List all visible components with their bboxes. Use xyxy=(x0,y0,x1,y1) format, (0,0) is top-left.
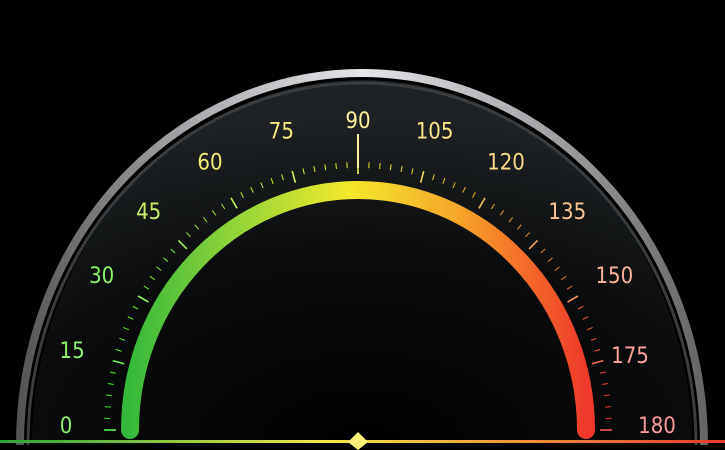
scale-labels: 0 15 30 45 60 75 90 105 120 135 150 175 180 xyxy=(59,109,675,439)
tick-mark xyxy=(490,203,495,210)
tick-mark xyxy=(389,164,392,171)
tick-mark xyxy=(554,266,560,271)
scale-label-105: 105 xyxy=(416,120,454,145)
tick-mark xyxy=(400,165,403,173)
tick-mark xyxy=(170,248,176,254)
tick-mark xyxy=(104,406,111,408)
base-diamond-marker xyxy=(348,432,368,450)
tick-mark xyxy=(156,266,162,271)
tick-mark xyxy=(230,197,238,209)
scale-label-45: 45 xyxy=(136,200,161,225)
tick-mark xyxy=(123,326,130,331)
tick-mark xyxy=(462,186,466,193)
tick-mark xyxy=(324,164,327,171)
tick-mark xyxy=(132,305,139,310)
tick-mark xyxy=(540,248,546,254)
tick-mark xyxy=(590,337,597,341)
tick-mark xyxy=(525,232,530,238)
dial-bezel-inner xyxy=(26,81,698,446)
tick-mark xyxy=(602,382,609,385)
tick-mark xyxy=(499,210,505,216)
tick-mark xyxy=(605,406,612,408)
tick-mark xyxy=(335,162,337,170)
tick-mark xyxy=(442,177,446,184)
speed-color-arc xyxy=(121,181,595,439)
tick-mark xyxy=(478,197,486,209)
tick-mark xyxy=(115,348,122,352)
tick-mark xyxy=(107,382,114,385)
tick-mark xyxy=(560,275,567,281)
tick-mark xyxy=(302,168,305,175)
scale-label-15: 15 xyxy=(59,339,84,364)
tick-mark xyxy=(260,182,264,189)
tick-mark xyxy=(582,316,589,320)
tick-mark xyxy=(547,257,553,262)
tick-mark xyxy=(109,371,116,374)
tick-mark xyxy=(127,316,134,320)
scale-label-90: 90 xyxy=(345,109,370,134)
tick-mark xyxy=(591,359,604,365)
tick-mark xyxy=(517,224,522,230)
tick-mark xyxy=(186,232,191,238)
tick-mark xyxy=(106,394,113,397)
tick-mark xyxy=(379,162,381,170)
tick-mark xyxy=(137,295,149,303)
tick-mark xyxy=(586,326,593,331)
tick-mark xyxy=(177,239,188,250)
scale-label-30: 30 xyxy=(89,264,114,289)
tick-mark xyxy=(577,305,584,310)
tick-mark xyxy=(508,217,514,223)
tick-mark xyxy=(603,394,610,397)
scale-label-135: 135 xyxy=(548,200,586,225)
tick-mark xyxy=(194,224,199,230)
tick-mark xyxy=(112,359,125,365)
tick-mark xyxy=(313,165,316,173)
tick-marks xyxy=(104,162,612,431)
tick-mark xyxy=(240,192,244,198)
scale-label-75: 75 xyxy=(269,120,294,145)
dial-face xyxy=(32,80,692,445)
tick-mark xyxy=(594,348,601,352)
tick-mark xyxy=(163,257,169,262)
tick-mark xyxy=(566,285,573,290)
scale-label-120: 120 xyxy=(487,151,525,176)
tick-mark xyxy=(211,210,217,216)
tick-mark xyxy=(281,174,284,181)
tick-mark xyxy=(419,170,425,183)
tick-mark xyxy=(567,295,579,303)
tick-mark xyxy=(452,182,456,189)
dial-bezel xyxy=(16,69,708,446)
tick-mark xyxy=(119,337,126,341)
tick-mark xyxy=(149,275,156,281)
scale-label-0: 0 xyxy=(60,414,73,439)
tick-mark xyxy=(221,203,226,210)
tick-mark xyxy=(528,239,539,250)
tick-mark xyxy=(250,186,254,193)
tick-mark xyxy=(472,192,476,198)
tick-mark xyxy=(411,168,414,175)
tick-mark xyxy=(202,217,208,223)
scale-label-150: 150 xyxy=(595,264,633,289)
tick-mark xyxy=(432,174,435,181)
scale-label-180: 180 xyxy=(638,414,676,439)
scale-label-175: 175 xyxy=(611,344,649,369)
scale-label-60: 60 xyxy=(197,151,222,176)
tick-mark xyxy=(270,177,274,184)
tick-mark xyxy=(600,371,607,374)
tick-mark xyxy=(291,170,297,183)
tick-mark xyxy=(143,285,150,290)
